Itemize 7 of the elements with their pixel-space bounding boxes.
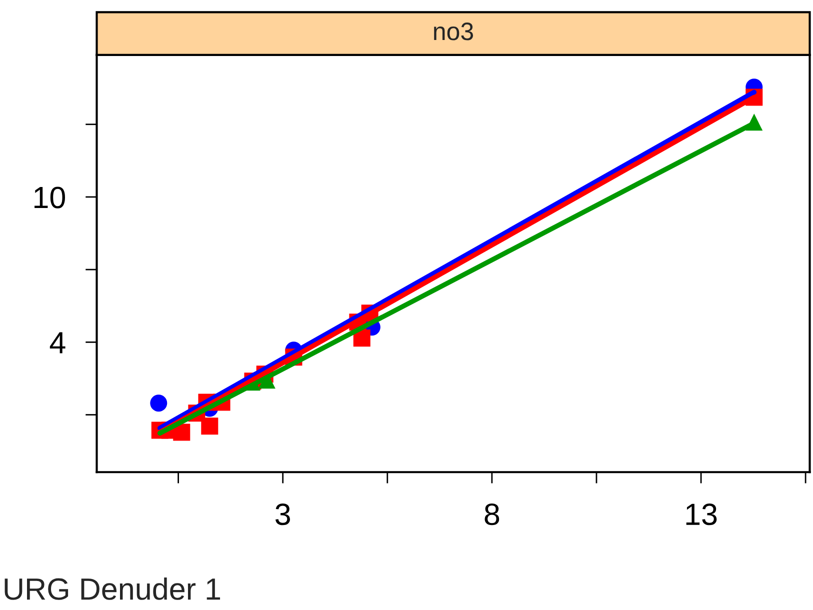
y-tick-label: 10 (34, 186, 65, 208)
chart-title: no3 (434, 22, 474, 40)
x-tick-label: 3 (276, 504, 290, 526)
x-tick-label: 13 (686, 504, 717, 526)
x-axis-title: URG Denuder 1 (4, 577, 220, 600)
y-tick-label: 4 (50, 332, 66, 354)
x-tick-label: 8 (484, 504, 500, 526)
